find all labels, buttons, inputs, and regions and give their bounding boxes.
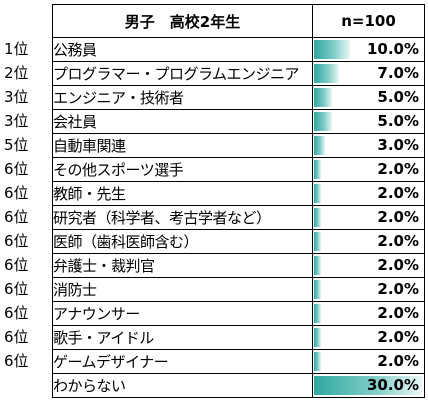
table-row: わからない 30.0%	[52, 373, 425, 398]
rank-label: 5位	[4, 136, 29, 154]
occupation-cell: 歌手・アイドル	[52, 325, 313, 350]
percent-cell: 2.0%	[312, 253, 425, 278]
data-bar	[314, 40, 350, 59]
percent-label: 3.0%	[377, 136, 419, 154]
occupation-cell: 会社員	[52, 109, 313, 134]
header-group-cell: 男子 高校2年生	[52, 4, 313, 38]
occupation-cell: わからない	[52, 373, 313, 398]
rank-label: 6位	[4, 304, 29, 322]
occupation-cell: プログラマー・プログラムエンジニア	[52, 61, 313, 86]
rank-label: 6位	[4, 184, 29, 202]
table-row: 研究者（科学者、考古学者など） 2.0%	[52, 205, 425, 230]
percent-cell: 30.0%	[312, 373, 425, 398]
percent-cell: 5.0%	[312, 85, 425, 110]
table-row: 弁護士・裁判官 2.0%	[52, 253, 425, 278]
percent-label: 30.0%	[366, 376, 419, 394]
percent-label: 2.0%	[377, 328, 419, 346]
percent-label: 2.0%	[377, 232, 419, 250]
data-bar	[314, 136, 325, 155]
rank-label: 2位	[4, 64, 29, 82]
table-row: 教師・先生 2.0%	[52, 181, 425, 206]
percent-label: 2.0%	[377, 304, 419, 322]
data-bar	[314, 376, 422, 395]
data-bar	[314, 232, 321, 251]
table-row: 医師（歯科医師含む） 2.0%	[52, 229, 425, 254]
occupation-cell: その他スポーツ選手	[52, 157, 313, 182]
data-bar	[314, 256, 321, 275]
percent-cell: 2.0%	[312, 325, 425, 350]
ranking-table: 男子 高校2年生 n=100 公務員 10.0% プログラマー・プログラムエンジニア…	[52, 4, 425, 398]
percent-cell: 2.0%	[312, 181, 425, 206]
occupation-cell: 教師・先生	[52, 181, 313, 206]
occupation-cell: 公務員	[52, 37, 313, 62]
data-bar	[314, 112, 332, 131]
occupation-cell: 弁護士・裁判官	[52, 253, 313, 278]
rank-label: 6位	[4, 232, 29, 250]
percent-cell: 2.0%	[312, 349, 425, 374]
percent-cell: 2.0%	[312, 229, 425, 254]
percent-label: 2.0%	[377, 160, 419, 178]
percent-cell: 2.0%	[312, 301, 425, 326]
occupation-cell: 医師（歯科医師含む）	[52, 229, 313, 254]
occupation-cell: 消防士	[52, 277, 313, 302]
ranking-rows: 公務員 10.0% プログラマー・プログラムエンジニア 7.0% エンジニア・技術者 5.…	[52, 37, 425, 398]
percent-cell: 2.0%	[312, 205, 425, 230]
rank-label: 1位	[4, 40, 29, 58]
percent-cell: 7.0%	[312, 61, 425, 86]
percent-label: 2.0%	[377, 208, 419, 226]
table-row: プログラマー・プログラムエンジニア 7.0%	[52, 61, 425, 86]
data-bar	[314, 304, 321, 323]
table-row: その他スポーツ選手 2.0%	[52, 157, 425, 182]
rank-label: 6位	[4, 328, 29, 346]
table-row: エンジニア・技術者 5.0%	[52, 85, 425, 110]
occupation-cell: アナウンサー	[52, 301, 313, 326]
percent-label: 2.0%	[377, 184, 419, 202]
header-n-cell: n=100	[312, 4, 425, 38]
percent-cell: 2.0%	[312, 277, 425, 302]
header-row: 男子 高校2年生 n=100	[52, 4, 425, 38]
table-row: ゲームデザイナー 2.0%	[52, 349, 425, 374]
percent-cell: 3.0%	[312, 133, 425, 158]
table-row: 公務員 10.0%	[52, 37, 425, 62]
occupation-cell: 研究者（科学者、考古学者など）	[52, 205, 313, 230]
percent-label: 2.0%	[377, 280, 419, 298]
percent-cell: 10.0%	[312, 37, 425, 62]
percent-label: 5.0%	[377, 112, 419, 130]
table-row: 自動車関連 3.0%	[52, 133, 425, 158]
table-row: 消防士 2.0%	[52, 277, 425, 302]
rank-column: 1位 2位 3位 3位 5位 6位 6位 6位 6位 6位 6位 6位 6位 6位	[0, 37, 52, 397]
rank-label: 3位	[4, 88, 29, 106]
data-bar	[314, 88, 332, 107]
rank-label: 6位	[4, 280, 29, 298]
table-row: 会社員 5.0%	[52, 109, 425, 134]
rank-label: 3位	[4, 112, 29, 130]
data-bar	[314, 328, 321, 347]
data-bar	[314, 208, 321, 227]
data-bar	[314, 280, 321, 299]
percent-label: 2.0%	[377, 256, 419, 274]
data-bar	[314, 184, 321, 203]
occupation-cell: 自動車関連	[52, 133, 313, 158]
occupation-cell: ゲームデザイナー	[52, 349, 313, 374]
percent-cell: 2.0%	[312, 157, 425, 182]
percent-cell: 5.0%	[312, 109, 425, 134]
occupation-cell: エンジニア・技術者	[52, 85, 313, 110]
percent-label: 5.0%	[377, 88, 419, 106]
table-row: アナウンサー 2.0%	[52, 301, 425, 326]
rank-label: 6位	[4, 160, 29, 178]
data-bar	[314, 160, 321, 179]
rank-label	[0, 373, 52, 397]
percent-label: 7.0%	[377, 64, 419, 82]
rank-label: 6位	[4, 256, 29, 274]
data-bar	[314, 64, 339, 83]
rank-label: 6位	[4, 352, 29, 370]
percent-label: 2.0%	[377, 352, 419, 370]
data-bar	[314, 352, 321, 371]
rank-label: 6位	[4, 208, 29, 226]
percent-label: 10.0%	[366, 40, 419, 58]
table-row: 歌手・アイドル 2.0%	[52, 325, 425, 350]
